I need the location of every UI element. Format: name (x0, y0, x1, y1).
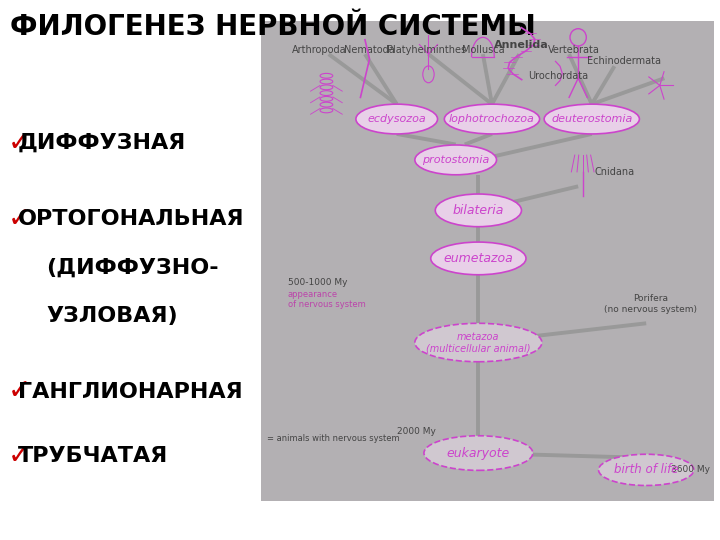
Ellipse shape (415, 323, 542, 362)
Text: ✓: ✓ (8, 129, 31, 157)
Text: appearance
of nervous system: appearance of nervous system (288, 289, 366, 309)
Ellipse shape (415, 145, 497, 175)
Text: ТРУБЧАТАЯ: ТРУБЧАТАЯ (18, 446, 168, 467)
Text: protostomia: protostomia (422, 155, 490, 165)
Text: ДИФФУЗНАЯ: ДИФФУЗНАЯ (18, 133, 186, 153)
Ellipse shape (431, 242, 526, 275)
Text: 2000 My: 2000 My (397, 427, 436, 436)
Text: Cnidana: Cnidana (594, 167, 634, 177)
Text: УЗЛОВАЯ): УЗЛОВАЯ) (46, 306, 178, 326)
Text: eukaryote: eukaryote (446, 447, 510, 460)
Ellipse shape (424, 436, 533, 470)
Text: lophotrochozoa: lophotrochozoa (449, 114, 535, 124)
Text: 500-1000 My: 500-1000 My (288, 278, 347, 287)
Text: Mollusca: Mollusca (462, 45, 504, 55)
Text: ecdysozoa: ecdysozoa (367, 114, 426, 124)
Ellipse shape (598, 454, 694, 485)
Text: metazoa
(multicellular animal): metazoa (multicellular animal) (426, 332, 531, 353)
Text: Urochordata: Urochordata (528, 71, 588, 81)
Text: bilateria: bilateria (453, 204, 504, 217)
Text: Arthropoda: Arthropoda (292, 45, 347, 55)
Text: Platyhelminthes: Platyhelminthes (387, 45, 466, 55)
Text: ФИЛОГЕНЕЗ НЕРВНОЙ СИСТЕМЫ: ФИЛОГЕНЕЗ НЕРВНОЙ СИСТЕМЫ (10, 13, 536, 41)
Text: Annelida: Annelida (494, 39, 549, 50)
Ellipse shape (444, 104, 539, 134)
Text: ✓: ✓ (8, 377, 31, 406)
Ellipse shape (356, 104, 438, 134)
Text: Vertebrata: Vertebrata (548, 45, 600, 55)
Text: ОРТОГОНАЛЬНАЯ: ОРТОГОНАЛЬНАЯ (18, 208, 245, 229)
Ellipse shape (544, 104, 639, 134)
Text: birth of life: birth of life (614, 463, 678, 476)
Text: eumetazoa: eumetazoa (444, 252, 513, 265)
Text: = animals with nervous system: = animals with nervous system (267, 434, 400, 443)
Text: 3600 My: 3600 My (671, 465, 710, 474)
Text: ✓: ✓ (8, 205, 31, 233)
Text: ✓: ✓ (8, 442, 31, 470)
Text: Nematoda: Nematoda (344, 45, 395, 55)
Text: (ДИФФУЗНО-: (ДИФФУЗНО- (46, 257, 219, 278)
Bar (261, 21, 714, 501)
Text: deuterostomia: deuterostomia (551, 114, 632, 124)
Text: ГАНГЛИОНАРНАЯ: ГАНГЛИОНАРНАЯ (18, 381, 243, 402)
Text: Porifera
(no nervous system): Porifera (no nervous system) (604, 294, 697, 314)
Text: Echinodermata: Echinodermata (587, 56, 660, 66)
Ellipse shape (436, 194, 521, 227)
